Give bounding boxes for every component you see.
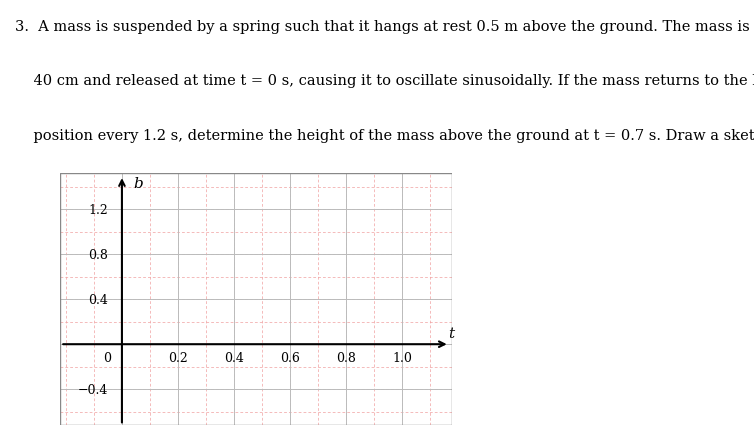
Text: 1.2: 1.2: [88, 203, 108, 216]
Text: 0.8: 0.8: [88, 248, 108, 261]
Text: 0.4: 0.4: [224, 351, 244, 364]
Text: 3.  A mass is suspended by a spring such that it hangs at rest 0.5 m above the g: 3. A mass is suspended by a spring such …: [15, 20, 754, 34]
Text: 0.6: 0.6: [280, 351, 300, 364]
Text: 1.0: 1.0: [392, 351, 412, 364]
Text: 0.8: 0.8: [336, 351, 356, 364]
Text: 0.4: 0.4: [88, 293, 108, 306]
Text: 0: 0: [103, 351, 111, 364]
Text: 0.2: 0.2: [168, 351, 188, 364]
Text: b: b: [133, 177, 143, 191]
Text: −0.4: −0.4: [78, 383, 108, 396]
Text: 40 cm and released at time t = 0 s, causing it to oscillate sinusoidally. If the: 40 cm and released at time t = 0 s, caus…: [15, 74, 754, 88]
Text: position every 1.2 s, determine the height of the mass above the ground at t = 0: position every 1.2 s, determine the heig…: [15, 128, 754, 143]
Text: t: t: [448, 326, 454, 340]
